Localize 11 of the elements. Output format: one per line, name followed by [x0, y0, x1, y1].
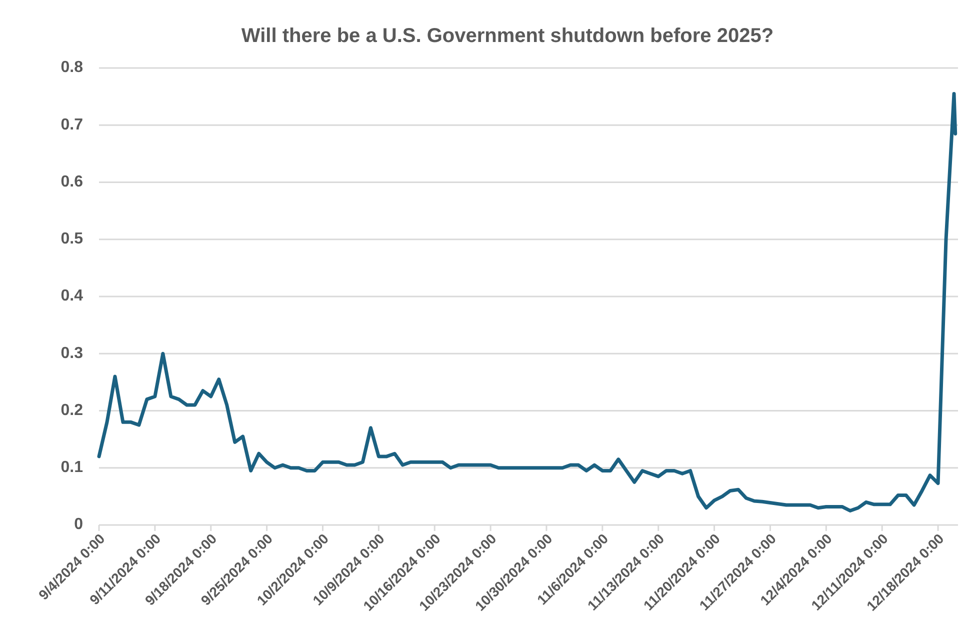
y-tick-label: 0.8 [60, 59, 84, 76]
y-tick-label: 0 [74, 516, 84, 534]
y-tick-label: 0.6 [60, 173, 84, 190]
y-tick-label: 0.1 [60, 459, 84, 476]
chart-title: Will there be a U.S. Government shutdown before 2025? [241, 25, 774, 47]
y-tick-label: 0.4 [60, 288, 84, 305]
y-tick-label: 0.2 [60, 402, 84, 419]
y-tick-label: 0.3 [60, 344, 84, 362]
y-tick-label: 0.5 [60, 230, 84, 248]
line-series [97, 92, 958, 512]
y-tick-label: 0.7 [60, 116, 84, 134]
